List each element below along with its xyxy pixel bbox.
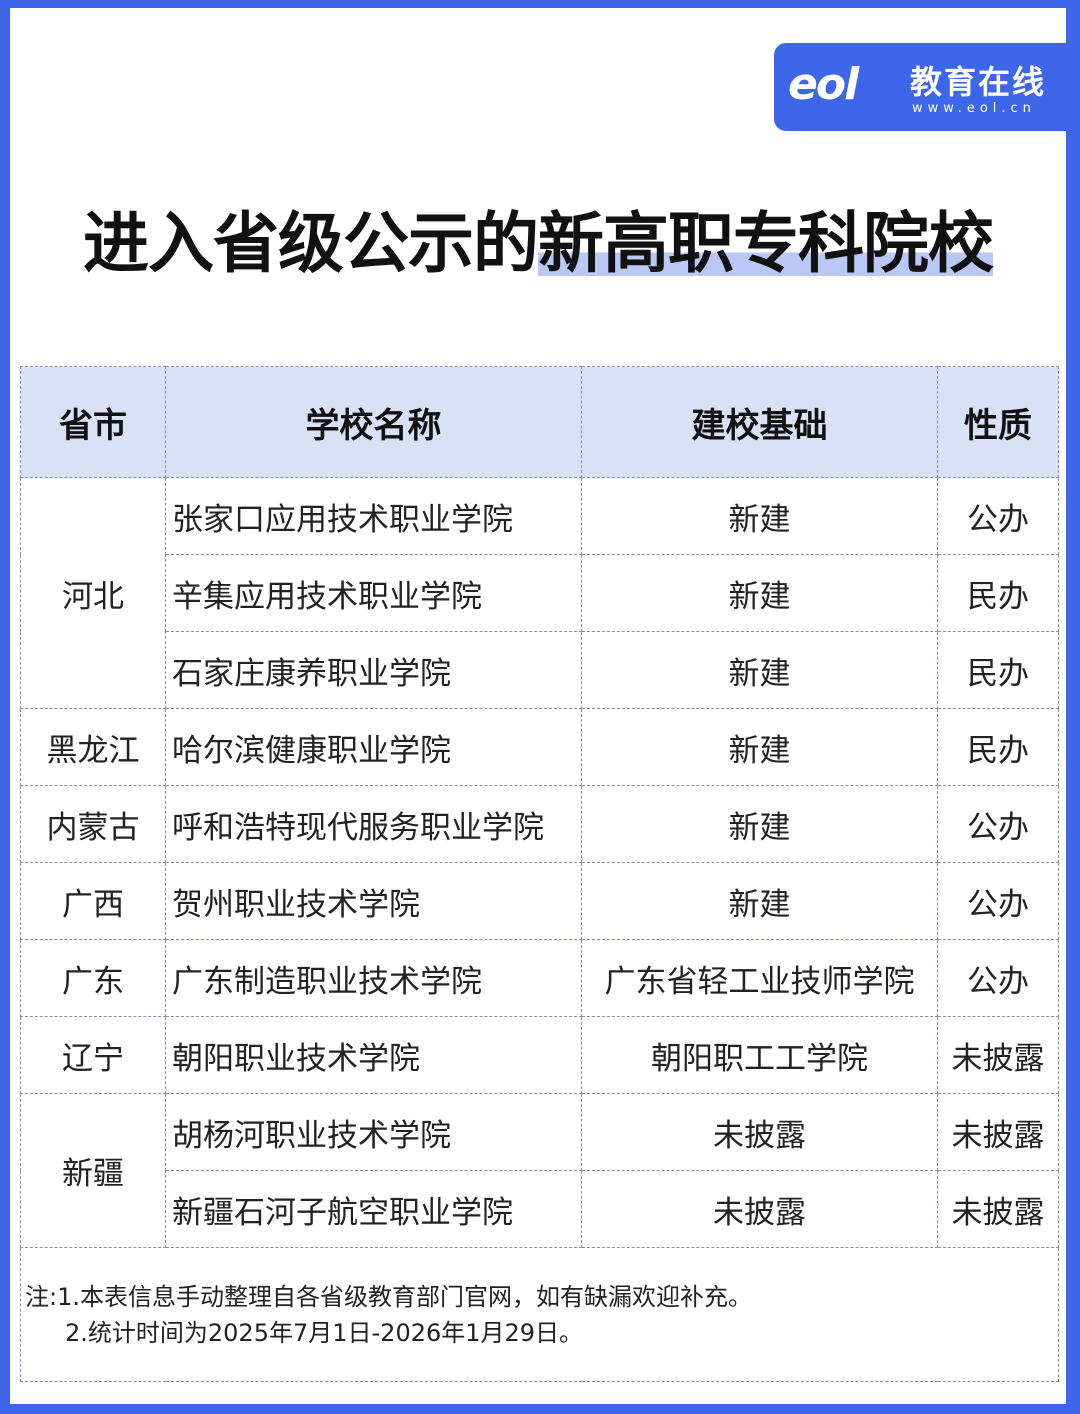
column-header: 性质 [937,366,1059,478]
basis-cell: 广东省轻工业技师学院 [581,939,938,1017]
table-row: 辛集应用技术职业学院 新建 民办 [21,554,1059,632]
basis-cell: 朝阳职工工学院 [581,1016,938,1094]
school-name-cell: 呼和浩特现代服务职业学院 [165,785,582,863]
eol-logo-text: 教育在线 [910,63,1047,101]
province-cell: 新疆 [20,1093,166,1248]
table-row: 内蒙古 呼和浩特现代服务职业学院 新建 公办 [20,785,1059,863]
basis-cell: 未披露 [581,1170,938,1248]
table-row: 新疆石河子航空职业学院 未披露 未披露 [21,1170,1059,1248]
province-cell: 广东 [20,939,166,1017]
page: eol 教育在线 www.eol.cn 进入省级公示的新高职专科院校 省市 学校名… [10,8,1066,1404]
province-cell: 黑龙江 [20,708,166,786]
school-name-cell: 张家口应用技术职业学院 [165,477,582,555]
type-cell: 未披露 [937,1016,1059,1094]
type-cell: 民办 [937,708,1059,786]
title-highlight: 新高职专科院校 [538,205,994,282]
province-cell: 内蒙古 [20,785,166,863]
title-part1: 进入省级公示的 [83,205,539,282]
column-header: 学校名称 [165,366,582,478]
basis-cell: 新建 [581,631,938,709]
note-1: 注:1.本表信息手动整理自各省级教育部门官网，如有缺漏欢迎补充。 [25,1282,752,1311]
province-cell: 辽宁 [20,1016,166,1094]
basis-cell: 新建 [581,785,938,863]
notes: 注:1.本表信息手动整理自各省级教育部门官网，如有缺漏欢迎补充。 2.统计时间为2… [20,1247,1059,1382]
basis-cell: 未披露 [581,1093,938,1171]
province-cell: 广西 [20,862,166,940]
school-name-cell: 辛集应用技术职业学院 [165,554,582,632]
school-name-cell: 贺州职业技术学院 [165,862,582,940]
table-row: 广西 贺州职业技术学院 新建 公办 [20,862,1059,940]
school-name-cell: 哈尔滨健康职业学院 [165,708,582,786]
type-cell: 公办 [937,939,1059,1017]
column-header: 建校基础 [581,366,938,478]
type-cell: 公办 [937,862,1059,940]
table-row: 新疆 胡杨河职业技术学院 未披露 未披露 [20,1093,1059,1248]
type-cell: 民办 [937,554,1059,632]
school-name-cell: 胡杨河职业技术学院 [165,1093,582,1171]
table-row: 河北 张家口应用技术职业学院 新建 公办 [20,477,1059,709]
note-2: 2.统计时间为2025年7月1日-2026年1月29日。 [65,1318,584,1347]
basis-cell: 新建 [581,862,938,940]
page-title: 进入省级公示的新高职专科院校 [10,190,1066,286]
basis-cell: 新建 [581,477,938,555]
schools-table: 省市 学校名称 建校基础 性质 河北 张家口应用技术职业学院 新建 公办 辛集应用技术职业学院… [20,366,1059,1382]
province-cell: 河北 [20,477,166,709]
type-cell: 未披露 [937,1170,1059,1248]
table-row: 石家庄康养职业学院 新建 民办 [21,631,1059,709]
column-header: 省市 [20,366,166,478]
basis-cell: 新建 [581,708,938,786]
school-name-cell: 石家庄康养职业学院 [165,631,582,709]
school-name-cell: 朝阳职业技术学院 [165,1016,582,1094]
basis-cell: 新建 [581,554,938,632]
type-cell: 公办 [937,785,1059,863]
table-row: 辽宁 朝阳职业技术学院 朝阳职工工学院 未披露 [20,1016,1059,1094]
table-row: 黑龙江 哈尔滨健康职业学院 新建 民办 [20,708,1059,786]
type-cell: 未披露 [937,1093,1059,1171]
school-name-cell: 广东制造职业技术学院 [165,939,582,1017]
eol-logo-mark: eol [788,59,859,110]
eol-logo-url: www.eol.cn [912,101,1036,116]
type-cell: 公办 [937,477,1059,555]
eol-logo: eol 教育在线 www.eol.cn [774,43,1066,131]
table-row: 广东 广东制造职业技术学院 广东省轻工业技师学院 公办 [20,939,1059,1017]
school-name-cell: 新疆石河子航空职业学院 [165,1170,582,1248]
type-cell: 民办 [937,631,1059,709]
